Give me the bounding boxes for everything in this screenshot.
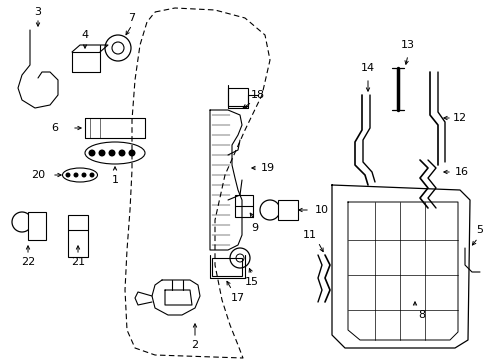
Text: 15: 15 bbox=[244, 277, 259, 287]
Text: 1: 1 bbox=[111, 175, 118, 185]
Bar bbox=[227, 88, 247, 106]
Bar bbox=[212, 258, 242, 276]
Text: 13: 13 bbox=[400, 40, 414, 50]
Ellipse shape bbox=[85, 142, 145, 164]
Text: 20: 20 bbox=[31, 170, 45, 180]
Text: 14: 14 bbox=[360, 63, 374, 73]
Text: 18: 18 bbox=[250, 90, 264, 100]
Text: 21: 21 bbox=[71, 257, 85, 267]
Ellipse shape bbox=[62, 168, 97, 182]
Circle shape bbox=[88, 149, 95, 157]
Text: 7: 7 bbox=[128, 13, 135, 23]
Bar bbox=[28, 212, 46, 240]
Text: 5: 5 bbox=[475, 225, 483, 235]
Circle shape bbox=[98, 149, 105, 157]
Bar bbox=[68, 215, 88, 257]
Text: 4: 4 bbox=[81, 30, 88, 40]
Text: 9: 9 bbox=[251, 223, 258, 233]
Circle shape bbox=[89, 172, 94, 177]
Circle shape bbox=[81, 172, 86, 177]
Circle shape bbox=[128, 149, 135, 157]
Text: 6: 6 bbox=[51, 123, 59, 133]
Bar bbox=[278, 200, 297, 220]
Text: 17: 17 bbox=[230, 293, 244, 303]
Text: 3: 3 bbox=[35, 7, 41, 17]
Bar bbox=[235, 195, 252, 217]
Text: 19: 19 bbox=[261, 163, 274, 173]
Text: 11: 11 bbox=[303, 230, 316, 240]
Text: 10: 10 bbox=[314, 205, 328, 215]
Text: 22: 22 bbox=[21, 257, 35, 267]
Circle shape bbox=[65, 172, 70, 177]
Circle shape bbox=[108, 149, 115, 157]
Text: 12: 12 bbox=[452, 113, 466, 123]
Circle shape bbox=[118, 149, 125, 157]
Text: 2: 2 bbox=[191, 340, 198, 350]
Text: 16: 16 bbox=[454, 167, 468, 177]
Text: 8: 8 bbox=[418, 310, 425, 320]
Circle shape bbox=[73, 172, 79, 177]
